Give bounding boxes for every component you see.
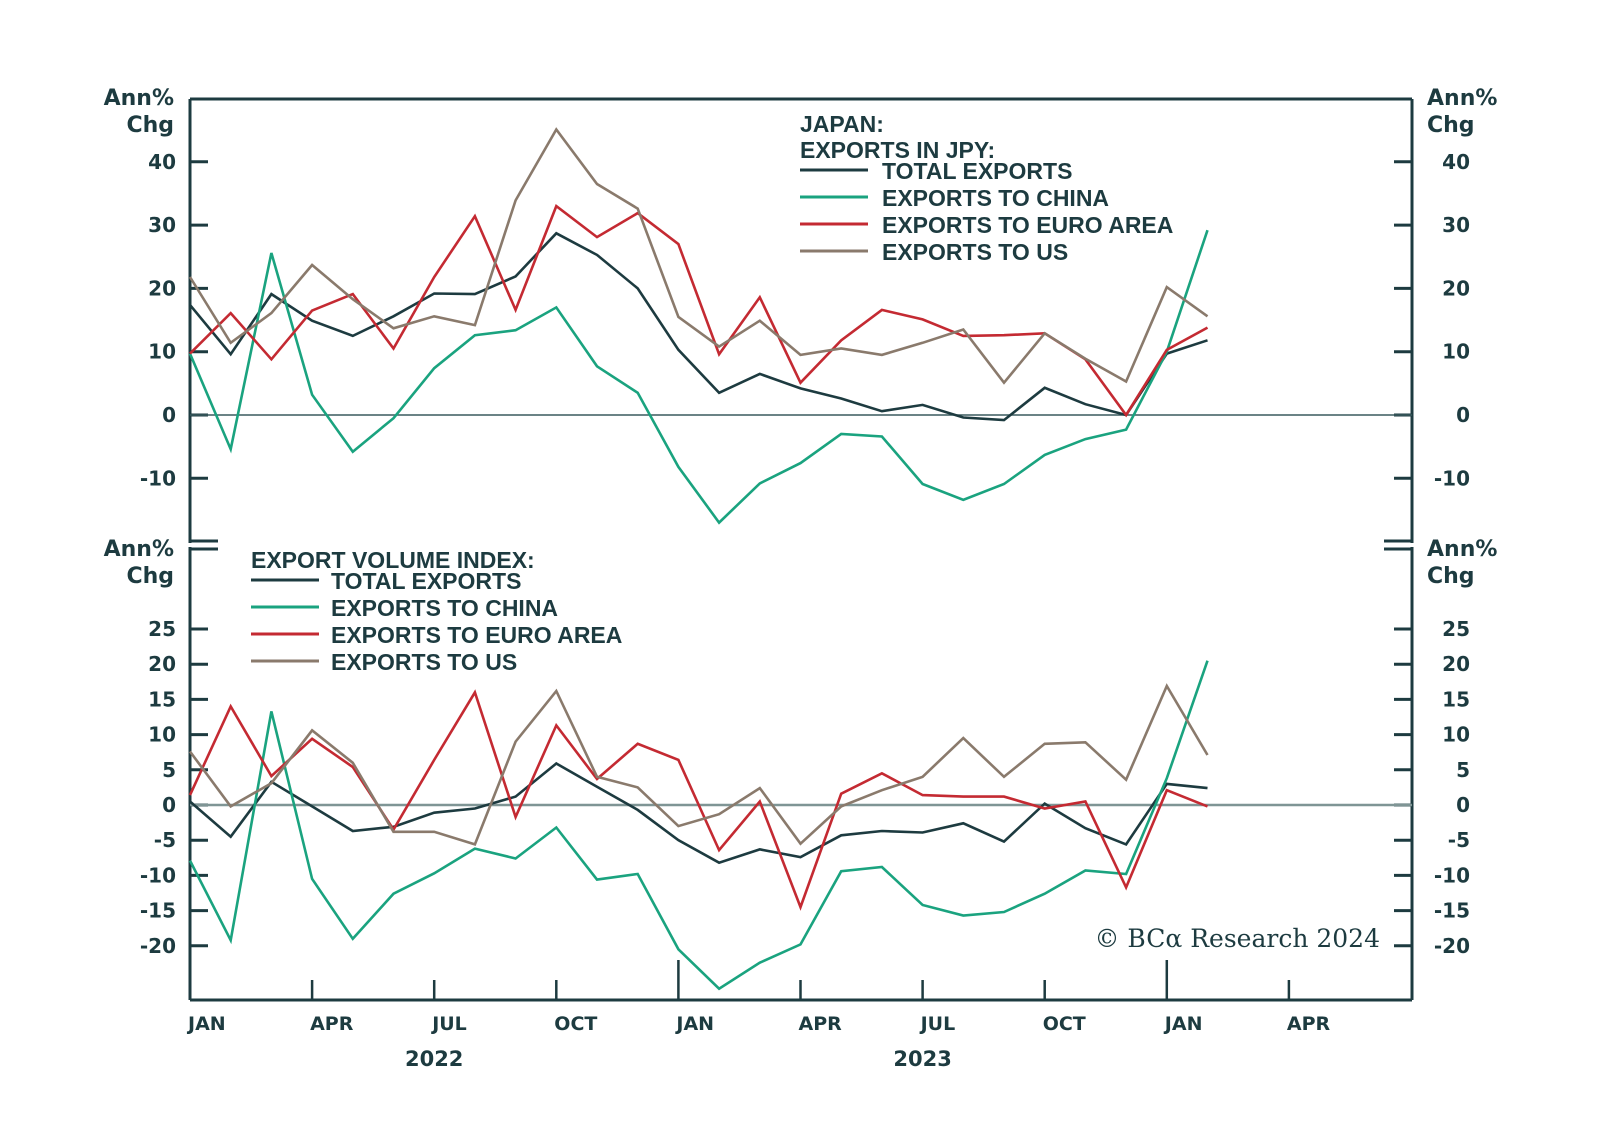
y-axis-unit-label: Chg xyxy=(1427,564,1475,589)
series-line-exports-to-us xyxy=(188,127,1209,385)
y-axis-unit-label: Ann% xyxy=(1427,537,1497,562)
y-tick-label: 0 xyxy=(1456,793,1470,817)
top-series-group xyxy=(188,127,1412,525)
x-tick-label: JAN xyxy=(186,1013,226,1035)
y-tick-label: -20 xyxy=(140,934,176,958)
y-tick-label: 20 xyxy=(1442,276,1470,300)
top-legend: JAPAN:EXPORTS IN JPY:TOTAL EXPORTSEXPORT… xyxy=(800,111,1173,265)
top-y-axis-right: Ann%Chg 40 30 20 10 0 -10 xyxy=(1394,86,1497,490)
x-tick-label: OCT xyxy=(554,1013,597,1035)
y-tick-label: -10 xyxy=(1434,466,1470,490)
y-tick-label: 25 xyxy=(148,617,176,641)
series-line-total-exports xyxy=(188,231,1208,422)
y-tick-label: -5 xyxy=(154,828,176,852)
series-line-exports-to-china xyxy=(188,660,1209,991)
y-tick-label: 10 xyxy=(1442,340,1470,364)
series-line-exports-to-china xyxy=(188,229,1209,525)
bottom-y-axis-right: Ann%Chg 25 20 15 10 5 0 -5 -10 -15 -20 xyxy=(1394,537,1497,958)
y-tick-label: -5 xyxy=(1448,828,1470,852)
x-tick-label: JUL xyxy=(919,1013,956,1035)
chart-frame xyxy=(187,97,1415,1002)
y-tick-label: -20 xyxy=(1434,934,1470,958)
top-y-axis-left: Ann%Chg 40 30 20 10 0 -10 xyxy=(104,86,208,490)
y-tick-label: 25 xyxy=(1442,617,1470,641)
y-tick-label: 0 xyxy=(162,793,176,817)
y-axis-unit-label: Chg xyxy=(126,564,174,589)
x-tick-label: JAN xyxy=(1163,1013,1203,1035)
x-tick-label: JUL xyxy=(430,1013,467,1035)
series-line-exports-to-us xyxy=(188,683,1209,846)
x-tick-label: APR xyxy=(799,1013,843,1035)
y-tick-label: 0 xyxy=(1456,403,1470,427)
y-tick-label: 20 xyxy=(148,276,176,300)
y-tick-label: 20 xyxy=(148,652,176,676)
y-tick-label: 40 xyxy=(148,150,176,174)
y-tick-label: 10 xyxy=(148,340,176,364)
y-axis-unit-label: Chg xyxy=(126,113,174,138)
y-tick-label: -10 xyxy=(140,466,176,490)
y-tick-label: 10 xyxy=(148,723,176,747)
series-line-exports-to-euro-area xyxy=(188,689,1208,911)
y-axis-unit-label: Ann% xyxy=(1427,86,1497,111)
legend-label: TOTAL EXPORTS xyxy=(331,568,521,594)
y-tick-label: 15 xyxy=(148,687,176,711)
bottom-legend: EXPORT VOLUME INDEX:TOTAL EXPORTSEXPORTS… xyxy=(251,547,622,675)
y-tick-label: 15 xyxy=(1442,687,1470,711)
y-tick-label: 5 xyxy=(1456,758,1470,782)
panel-gap-left xyxy=(187,543,193,547)
y-tick-label: 10 xyxy=(1442,723,1470,747)
legend-title: EXPORT VOLUME INDEX: xyxy=(251,547,535,573)
legend-label: EXPORTS TO CHINA xyxy=(882,185,1109,211)
y-tick-label: 30 xyxy=(1442,213,1470,237)
y-axis-unit-label: Ann% xyxy=(104,86,174,111)
legend-label: TOTAL EXPORTS xyxy=(882,158,1072,184)
x-axis: JAN APR JUL OCT JAN APR JUL OCT JAN APR 2022 2023 xyxy=(186,960,1331,1071)
series-line-total-exports xyxy=(189,761,1208,865)
y-tick-label: -15 xyxy=(1434,899,1470,923)
y-tick-label: -15 xyxy=(140,899,176,923)
y-tick-label: 0 xyxy=(162,403,176,427)
x-tick-label: APR xyxy=(310,1013,354,1035)
y-tick-label: 40 xyxy=(1442,150,1470,174)
y-axis-unit-label: Chg xyxy=(1427,113,1475,138)
x-tick-label: APR xyxy=(1287,1013,1331,1035)
x-year-label: 2023 xyxy=(893,1047,951,1071)
legend-label: EXPORTS TO EURO AREA xyxy=(882,212,1173,238)
x-tick-label: OCT xyxy=(1043,1013,1086,1035)
y-tick-label: 20 xyxy=(1442,652,1470,676)
legend-title: JAPAN: xyxy=(800,111,884,137)
legend-subtitle: EXPORTS IN JPY: xyxy=(800,137,995,163)
x-tick-label: JAN xyxy=(674,1013,714,1035)
copyright-label: © BCα Research 2024 xyxy=(1094,924,1380,953)
panel-gap-right xyxy=(1409,543,1415,547)
bottom-y-axis-left: Ann%Chg 25 20 15 10 5 0 -5 -10 -15 -20 xyxy=(104,537,208,958)
y-axis-unit-label: Ann% xyxy=(104,537,174,562)
y-tick-label: 30 xyxy=(148,213,176,237)
y-tick-label: 5 xyxy=(162,758,176,782)
bottom-series-group xyxy=(188,660,1412,991)
legend-label: EXPORTS TO CHINA xyxy=(331,595,558,621)
y-tick-label: -10 xyxy=(140,863,176,887)
legend-label: EXPORTS TO US xyxy=(331,649,517,675)
legend-label: EXPORTS TO US xyxy=(882,239,1068,265)
y-tick-label: -10 xyxy=(1434,863,1470,887)
legend-label: EXPORTS TO EURO AREA xyxy=(331,622,622,648)
x-year-label: 2022 xyxy=(405,1047,463,1071)
